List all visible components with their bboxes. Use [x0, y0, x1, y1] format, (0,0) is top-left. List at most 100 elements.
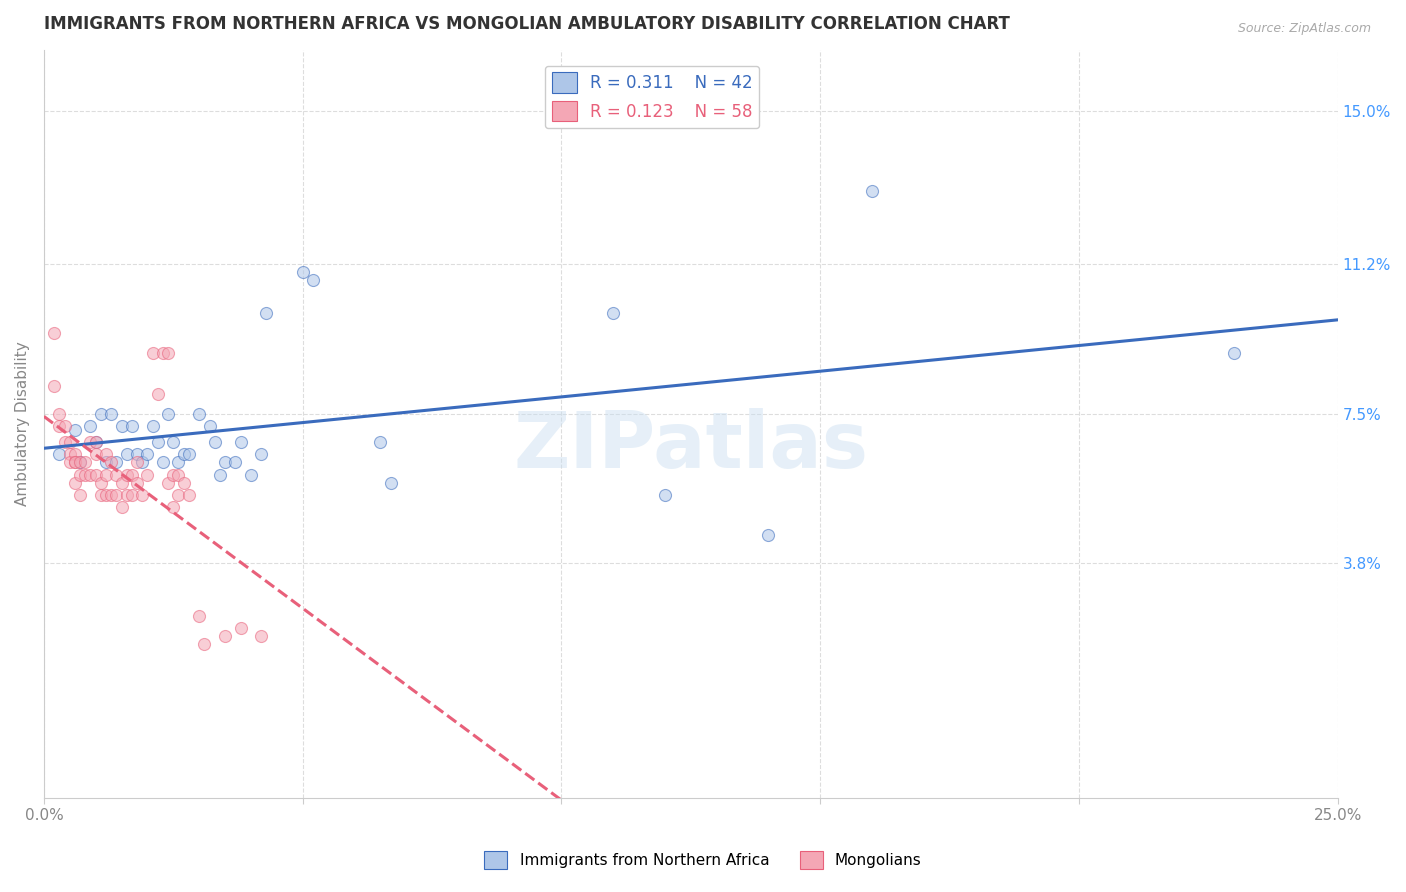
Point — [105, 488, 128, 502]
Point — [53, 419, 76, 434]
Point — [121, 467, 143, 482]
Point — [105, 467, 128, 482]
Point — [254, 306, 277, 320]
Point — [69, 467, 91, 482]
Point — [125, 455, 148, 469]
Point — [110, 500, 132, 514]
Point — [125, 475, 148, 490]
Point — [167, 455, 190, 469]
Point — [84, 435, 107, 450]
Point — [758, 528, 780, 542]
Point — [188, 609, 211, 624]
Point — [84, 467, 107, 482]
Point — [157, 346, 180, 360]
Point — [79, 435, 101, 450]
Y-axis label: Ambulatory Disability: Ambulatory Disability — [15, 342, 30, 507]
Legend: R = 0.311    N = 42, R = 0.123    N = 58: R = 0.311 N = 42, R = 0.123 N = 58 — [546, 66, 759, 128]
Point — [59, 435, 82, 450]
Point — [136, 467, 159, 482]
Point — [75, 455, 97, 469]
Point — [198, 419, 221, 434]
Point — [84, 435, 107, 450]
Point — [302, 273, 325, 287]
Point — [214, 629, 236, 643]
Point — [188, 407, 211, 421]
Point — [157, 475, 180, 490]
Point — [75, 467, 97, 482]
Point — [173, 475, 195, 490]
Point — [90, 488, 112, 502]
Point — [44, 326, 66, 340]
Point — [177, 447, 200, 461]
Point — [105, 455, 128, 469]
Point — [94, 467, 117, 482]
Point — [146, 435, 169, 450]
Point — [162, 500, 184, 514]
Point — [860, 185, 883, 199]
Point — [250, 629, 273, 643]
Point — [291, 265, 314, 279]
Point — [48, 407, 70, 421]
Point — [69, 455, 91, 469]
Point — [173, 447, 195, 461]
Point — [162, 467, 184, 482]
Point — [152, 455, 174, 469]
Point — [63, 423, 86, 437]
Point — [100, 455, 122, 469]
Text: Source: ZipAtlas.com: Source: ZipAtlas.com — [1237, 22, 1371, 36]
Point — [53, 435, 76, 450]
Point — [48, 447, 70, 461]
Point — [115, 467, 138, 482]
Point — [94, 455, 117, 469]
Point — [142, 419, 165, 434]
Point — [167, 467, 190, 482]
Point — [63, 447, 86, 461]
Point — [63, 455, 86, 469]
Point — [142, 346, 165, 360]
Point — [79, 467, 101, 482]
Point — [121, 488, 143, 502]
Point — [100, 407, 122, 421]
Point — [224, 455, 246, 469]
Point — [177, 488, 200, 502]
Point — [44, 378, 66, 392]
Point — [162, 435, 184, 450]
Point — [208, 467, 231, 482]
Point — [204, 435, 226, 450]
Point — [115, 447, 138, 461]
Point — [115, 488, 138, 502]
Point — [90, 407, 112, 421]
Point — [90, 475, 112, 490]
Point — [131, 488, 153, 502]
Point — [94, 488, 117, 502]
Point — [84, 447, 107, 461]
Point — [229, 435, 252, 450]
Point — [125, 447, 148, 461]
Point — [146, 386, 169, 401]
Text: IMMIGRANTS FROM NORTHERN AFRICA VS MONGOLIAN AMBULATORY DISABILITY CORRELATION C: IMMIGRANTS FROM NORTHERN AFRICA VS MONGO… — [44, 15, 1010, 33]
Point — [368, 435, 391, 450]
Point — [152, 346, 174, 360]
Point — [380, 475, 402, 490]
Legend: Immigrants from Northern Africa, Mongolians: Immigrants from Northern Africa, Mongoli… — [478, 845, 928, 875]
Text: ZIPatlas: ZIPatlas — [513, 409, 869, 484]
Point — [69, 488, 91, 502]
Point — [239, 467, 262, 482]
Point — [59, 447, 82, 461]
Point — [654, 488, 676, 502]
Point — [214, 455, 236, 469]
Point — [193, 637, 215, 651]
Point — [59, 455, 82, 469]
Point — [63, 455, 86, 469]
Point — [157, 407, 180, 421]
Point — [63, 475, 86, 490]
Point — [69, 455, 91, 469]
Point — [131, 455, 153, 469]
Point — [100, 488, 122, 502]
Point — [110, 475, 132, 490]
Point — [79, 419, 101, 434]
Point — [121, 419, 143, 434]
Point — [136, 447, 159, 461]
Point — [94, 447, 117, 461]
Point — [250, 447, 273, 461]
